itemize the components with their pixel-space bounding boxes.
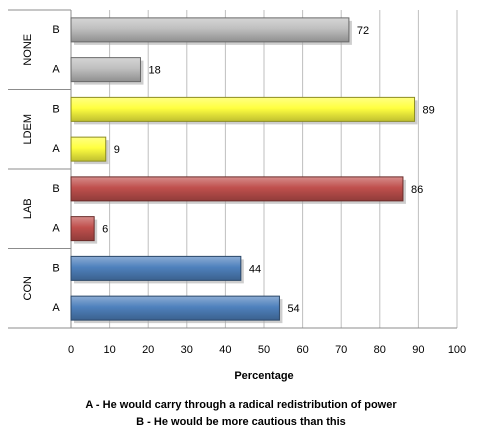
bar-value-label: 89 <box>423 104 435 116</box>
bar-value-label: 54 <box>287 303 299 315</box>
x-tick-label: 20 <box>142 344 154 356</box>
bar-value-label: 18 <box>148 65 160 77</box>
x-tick-label: 100 <box>448 344 466 356</box>
row-label: B <box>52 183 59 195</box>
row-label: A <box>52 143 60 155</box>
label-layer: CON A 54 B 44 LAB A 6 B 86 LDEM A 9 B 89 NONE A 18 B 72 <box>22 24 435 315</box>
row-label: A <box>52 223 60 235</box>
bar <box>70 17 350 43</box>
x-tick-label: 60 <box>296 344 308 356</box>
x-tick-label: 10 <box>103 344 115 356</box>
bar <box>70 216 95 242</box>
row-label: B <box>52 262 59 274</box>
x-tick-label: 90 <box>412 344 424 356</box>
x-tick-label: 40 <box>219 344 231 356</box>
bar-layer <box>70 17 418 324</box>
x-axis-title: Percentage <box>234 370 293 382</box>
bar-value-label: 86 <box>411 184 423 196</box>
bar-value-label: 6 <box>102 224 108 236</box>
row-label: B <box>52 24 59 36</box>
bar <box>70 295 280 321</box>
row-label: A <box>52 64 60 76</box>
footnote-b: B - He would be more cautious than this <box>136 416 346 428</box>
group-label: CON <box>22 276 34 301</box>
x-tick-label: 30 <box>181 344 193 356</box>
bar-value-label: 72 <box>357 25 369 37</box>
bar <box>70 255 242 281</box>
bar <box>70 176 404 202</box>
bar <box>70 96 416 122</box>
bar-value-label: 9 <box>114 144 120 156</box>
group-label: LDEM <box>22 114 34 145</box>
x-tick-label: 0 <box>68 344 74 356</box>
bar-value-label: 44 <box>249 263 261 275</box>
x-tick-label: 50 <box>258 344 270 356</box>
x-tick-label: 70 <box>335 344 347 356</box>
x-tick-label: 80 <box>374 344 386 356</box>
footnote-a: A - He would carry through a radical red… <box>85 399 397 411</box>
bar <box>70 57 141 83</box>
group-label: LAB <box>22 198 34 219</box>
row-label: B <box>52 103 59 115</box>
group-label: NONE <box>22 34 34 66</box>
bar <box>70 136 107 162</box>
row-label: A <box>52 302 60 314</box>
